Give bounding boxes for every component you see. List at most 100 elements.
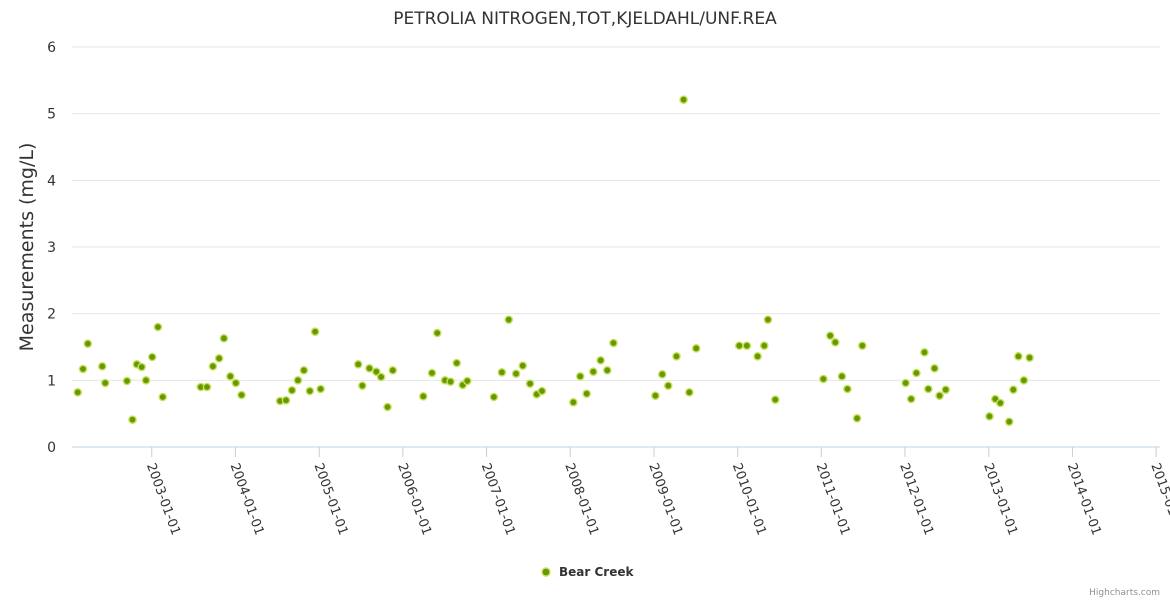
data-point[interactable] (226, 372, 235, 381)
data-point[interactable] (305, 386, 315, 396)
data-point[interactable] (83, 339, 93, 348)
data-point[interactable] (353, 360, 363, 369)
data-point[interactable] (569, 398, 578, 407)
data-point[interactable] (511, 369, 521, 378)
data-point[interactable] (372, 367, 381, 376)
data-point[interactable] (432, 328, 442, 338)
data-point[interactable] (418, 392, 428, 401)
x-tick-label: 2015-01-01 (1147, 461, 1170, 537)
data-point[interactable] (293, 376, 303, 385)
x-tick-label: 2003-01-01 (143, 461, 183, 537)
data-point[interactable] (122, 376, 132, 386)
data-point[interactable] (679, 95, 688, 104)
data-point[interactable] (672, 352, 681, 361)
data-point[interactable] (153, 322, 163, 332)
data-point[interactable] (452, 358, 462, 368)
data-point[interactable] (158, 392, 168, 402)
data-point[interactable] (837, 372, 847, 381)
data-point[interactable] (299, 366, 309, 375)
x-tick-label: 2012-01-01 (896, 461, 936, 537)
data-point[interactable] (609, 338, 618, 348)
data-point[interactable] (365, 364, 374, 373)
data-point[interactable] (100, 378, 110, 388)
data-point[interactable] (137, 362, 146, 372)
data-point[interactable] (734, 341, 744, 350)
data-point[interactable] (1019, 376, 1029, 385)
data-point[interactable] (941, 385, 951, 394)
data-point[interactable] (930, 364, 939, 373)
data-point[interactable] (843, 384, 852, 394)
data-point[interactable] (518, 361, 528, 370)
data-point[interactable] (219, 334, 229, 343)
credits-link[interactable]: Highcharts.com (1089, 588, 1160, 598)
data-point[interactable] (575, 372, 585, 381)
data-point[interactable] (1009, 385, 1018, 394)
data-point[interactable] (358, 381, 367, 390)
data-point[interactable] (97, 362, 107, 371)
data-point[interactable] (376, 372, 386, 382)
data-point[interactable] (208, 362, 218, 371)
data-point[interactable] (901, 378, 910, 388)
data-point[interactable] (1025, 353, 1034, 362)
data-point[interactable] (383, 402, 392, 412)
data-point[interactable] (1004, 417, 1014, 426)
data-point[interactable] (202, 382, 212, 392)
x-tick-label: 2007-01-01 (478, 461, 518, 537)
data-point[interactable] (770, 395, 780, 404)
data-point[interactable] (906, 394, 916, 404)
data-point[interactable] (489, 392, 499, 402)
data-point[interactable] (537, 386, 547, 396)
data-point[interactable] (128, 415, 137, 424)
data-point[interactable] (281, 396, 291, 405)
data-point[interactable] (596, 356, 605, 365)
data-point[interactable] (525, 379, 535, 388)
data-point[interactable] (763, 315, 773, 324)
data-point[interactable] (753, 352, 762, 361)
data-point[interactable] (388, 366, 398, 375)
data-point[interactable] (924, 384, 933, 394)
data-point[interactable] (310, 327, 320, 336)
y-tick-label: 0 (47, 440, 56, 456)
data-point[interactable] (858, 341, 867, 350)
legend[interactable]: Bear Creek (541, 565, 634, 579)
data-point[interactable] (825, 331, 835, 340)
data-point[interactable] (912, 368, 921, 378)
data-point[interactable] (287, 386, 297, 395)
data-point[interactable] (935, 391, 944, 400)
data-point[interactable] (985, 412, 994, 421)
data-point[interactable] (504, 315, 514, 324)
data-point[interactable] (497, 368, 507, 377)
data-point[interactable] (663, 381, 673, 390)
x-tick-label: 2013-01-01 (980, 461, 1020, 537)
data-point[interactable] (214, 354, 224, 363)
y-tick-label: 4 (47, 173, 56, 189)
data-point[interactable] (78, 364, 88, 374)
data-point[interactable] (995, 398, 1005, 408)
data-point[interactable] (462, 376, 472, 386)
data-point[interactable] (147, 352, 157, 362)
data-point[interactable] (589, 367, 598, 376)
data-point[interactable] (316, 384, 325, 394)
data-point[interactable] (819, 374, 828, 384)
data-point[interactable] (685, 388, 694, 397)
y-tick-label: 6 (47, 40, 56, 56)
data-point[interactable] (742, 341, 752, 350)
data-point[interactable] (582, 389, 591, 398)
data-point[interactable] (141, 376, 151, 385)
data-point[interactable] (920, 348, 929, 357)
data-point[interactable] (830, 338, 840, 347)
data-point[interactable] (691, 344, 701, 353)
x-tick-label: 2010-01-01 (729, 461, 769, 537)
data-point[interactable] (759, 341, 769, 350)
data-point[interactable] (231, 378, 241, 388)
data-point[interactable] (1014, 352, 1023, 361)
data-point[interactable] (657, 370, 667, 379)
data-point[interactable] (427, 368, 437, 378)
data-point[interactable] (446, 377, 455, 386)
data-point[interactable] (852, 414, 862, 423)
data-point[interactable] (237, 390, 246, 400)
data-point[interactable] (73, 388, 83, 397)
x-tick-label: 2005-01-01 (310, 461, 350, 537)
data-point[interactable] (651, 391, 660, 400)
data-point[interactable] (602, 366, 612, 375)
